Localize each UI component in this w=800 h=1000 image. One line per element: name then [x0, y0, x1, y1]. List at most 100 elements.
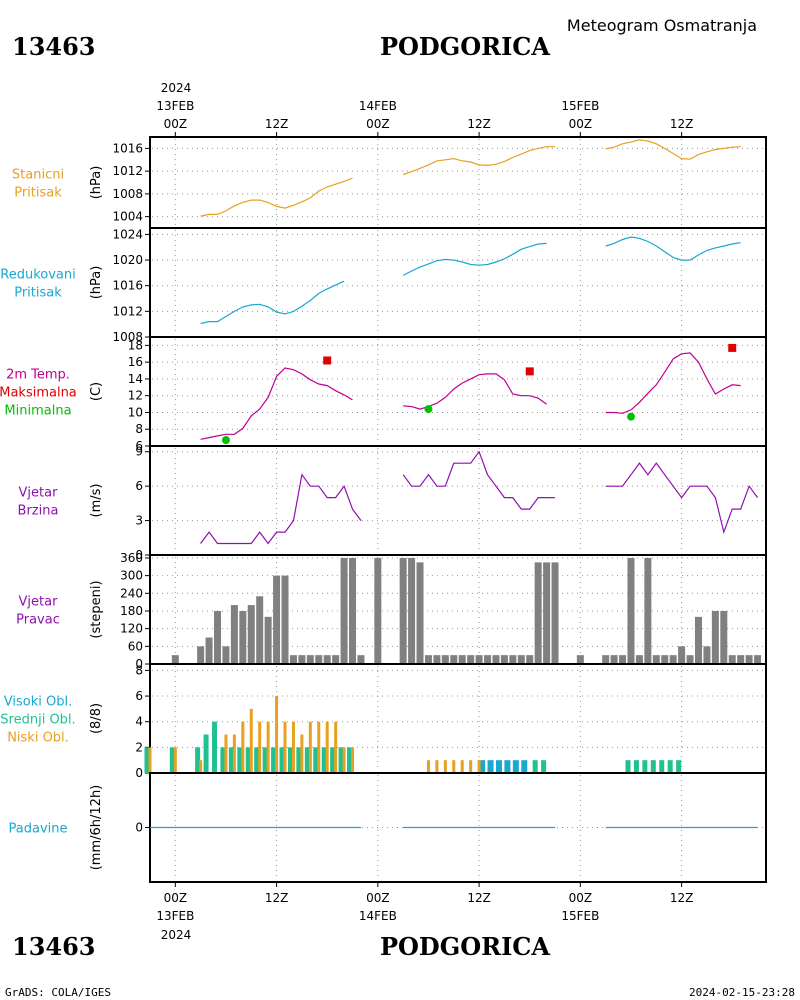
cloud-bar-niski-obl — [325, 721, 329, 773]
cloud-bar-srednji-obl — [254, 747, 260, 773]
cloud-bar-srednji-obl — [220, 747, 226, 773]
wind-direction-bar — [543, 562, 551, 664]
top-time-label: 00Z — [569, 117, 593, 131]
cloud-bar-srednji-obl — [195, 747, 201, 773]
y-tick-label: 0 — [135, 821, 143, 835]
wind-direction-bar — [281, 575, 289, 664]
y-tick-label: 6 — [135, 439, 143, 453]
y-tick-label: 6 — [135, 689, 143, 703]
panel-frame — [149, 227, 767, 338]
y-axis-label: (C) — [89, 382, 104, 401]
y-tick-label: 1012 — [112, 304, 143, 318]
wind-direction-bar — [340, 557, 348, 664]
top-date-label: 13FEB — [156, 99, 194, 113]
panel-label: Minimalna — [4, 404, 71, 419]
max-temp-marker — [525, 367, 534, 376]
wind-direction-bar — [256, 596, 264, 664]
wind-direction-bar — [289, 655, 297, 664]
panel-label: Pravac — [16, 613, 60, 628]
bottom-time-label: 12Z — [467, 891, 491, 905]
time-axis-layer: 00Z 00Z 13FEB 13FEB 12Z 12Z 00Z 00Z 14FEB 14FEB 12… — [156, 99, 693, 923]
wind-direction-bar — [357, 655, 365, 664]
wind-direction-bar — [500, 655, 508, 664]
cloud-bar-niski-obl — [317, 721, 321, 773]
wind-direction-bar — [602, 655, 610, 664]
wind-direction-bar — [197, 646, 205, 664]
wind-direction-bar — [652, 655, 660, 664]
wind-direction-bar — [610, 655, 618, 664]
y-tick-label: 60 — [128, 639, 143, 653]
cloud-bar-niski-obl — [300, 734, 304, 773]
min-temp-marker — [424, 405, 433, 414]
wind-direction-bar — [711, 610, 719, 664]
y-tick-label: 240 — [120, 586, 143, 600]
wind-direction-bar — [627, 557, 635, 664]
wind-direction-bar — [745, 655, 753, 664]
wind-direction-bar — [441, 655, 449, 664]
wind-direction-bar — [273, 575, 281, 664]
panel-label: Padavine — [9, 822, 68, 837]
bottom-time-label: 12Z — [670, 891, 694, 905]
wind-direction-bar — [737, 655, 745, 664]
cloud-bar-niski-obl — [435, 760, 439, 773]
cloud-bar-visoki-obl — [512, 760, 519, 773]
top-time-label: 00Z — [164, 117, 188, 131]
y-tick-label: 180 — [120, 604, 143, 618]
y-tick-label: 4 — [135, 715, 143, 729]
series-line — [200, 367, 353, 440]
cloud-bar-niski-obl — [148, 747, 152, 773]
cloud-bar-visoki-obl — [521, 760, 528, 773]
top-time-label: 00Z — [366, 117, 390, 131]
cloud-bar-srednji-obl — [296, 747, 302, 773]
panel-frame — [149, 445, 767, 556]
y-tick-label: 0 — [135, 657, 143, 671]
panel-label: Redukovani — [0, 268, 75, 283]
wind-direction-bar — [619, 655, 627, 664]
cloud-bar-niski-obl — [426, 760, 430, 773]
y-tick-label: 1008 — [112, 330, 143, 344]
cloud-bar-srednji-obl — [532, 760, 538, 773]
y-tick-label: 0 — [135, 548, 143, 562]
cloud-bar-srednji-obl — [642, 760, 648, 773]
wind-direction-bar — [517, 655, 525, 664]
wind-direction-bar — [323, 655, 331, 664]
top-time-label: 12Z — [467, 117, 491, 131]
panel-label: Visoki Obl. — [4, 695, 72, 710]
cloud-bar-niski-obl — [291, 721, 295, 773]
panel-label: Niski Obl. — [7, 731, 69, 746]
cloud-bar-srednji-obl — [313, 747, 319, 773]
bottom-date-label: 15FEB — [561, 909, 599, 923]
y-tick-label: 1016 — [112, 279, 143, 293]
wind-direction-bar — [551, 562, 559, 664]
y-tick-label: 8 — [135, 422, 143, 436]
panel-label: Brzina — [18, 504, 59, 519]
wind-direction-bar — [458, 655, 466, 664]
bottom-time-label: 00Z — [366, 891, 390, 905]
y-tick-label: 1012 — [112, 164, 143, 178]
cloud-bar-niski-obl — [266, 721, 270, 773]
wind-direction-bar — [686, 655, 694, 664]
wind-direction-bar — [661, 655, 669, 664]
wind-direction-bar — [754, 655, 762, 664]
cloud-bar-srednji-obl — [287, 747, 293, 773]
series-line — [605, 236, 741, 261]
panel-reduced-pressure: 1008 1012 1016 1020 1024 (hPa) Redukovani Priti… — [0, 227, 767, 344]
wind-direction-bar — [694, 616, 702, 664]
cloud-bar-niski-obl — [452, 760, 456, 773]
bottom-year-label: 2024 — [161, 928, 192, 942]
y-tick-label: 1004 — [112, 210, 143, 224]
wind-direction-bar — [728, 655, 736, 664]
y-tick-label: 300 — [120, 569, 143, 583]
y-tick-label: 12 — [128, 389, 143, 403]
y-tick-label: 1008 — [112, 187, 143, 201]
series-line — [200, 177, 353, 217]
y-tick-label: 1020 — [112, 253, 143, 267]
max-temp-marker — [728, 343, 737, 352]
y-tick-label: 14 — [128, 372, 143, 386]
y-axis-label: (8/8) — [89, 703, 104, 734]
wind-direction-bar — [703, 646, 711, 664]
panel-label: Pritisak — [14, 186, 62, 201]
y-axis-label: (mm/6h/12h) — [89, 785, 104, 871]
cloud-bar-srednji-obl — [144, 747, 150, 773]
y-tick-label: 2 — [135, 740, 143, 754]
